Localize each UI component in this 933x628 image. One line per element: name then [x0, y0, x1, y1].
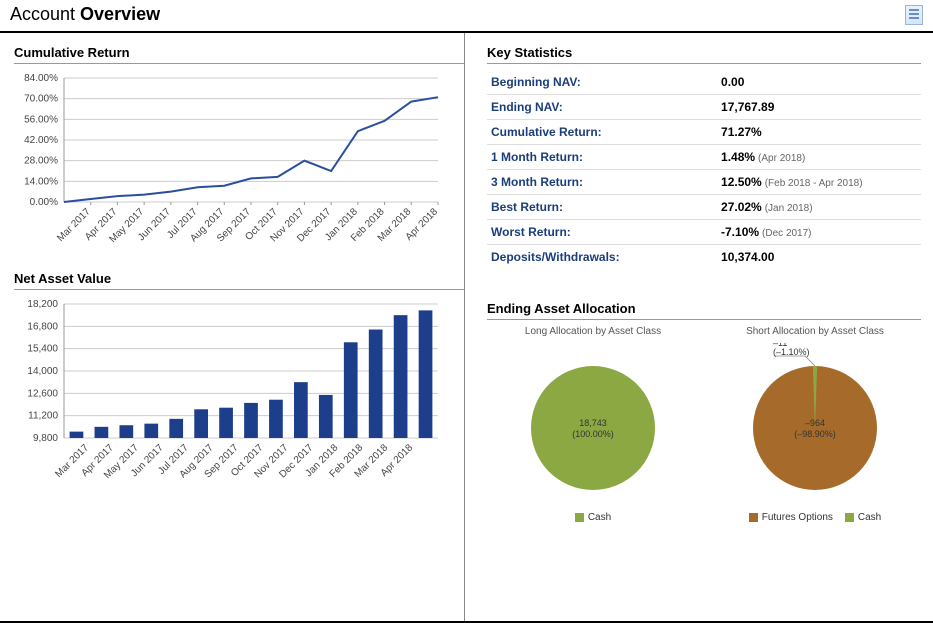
svg-text:9,800: 9,800	[33, 433, 58, 444]
title-bold: Overview	[80, 4, 160, 24]
svg-text:12,600: 12,600	[27, 388, 58, 399]
svg-text:0.00%: 0.00%	[30, 197, 58, 208]
stat-row: Ending NAV: 17,767.89	[487, 95, 921, 120]
stat-value-cell: 12.50%(Feb 2018 - Apr 2018)	[717, 170, 921, 195]
stat-label: Cumulative Return:	[487, 120, 717, 145]
long-legend: Cash	[487, 512, 699, 523]
title-light: Account	[10, 4, 80, 24]
short-pie-svg: –11(–1.10%)–964(–98.90%)	[735, 343, 895, 503]
stat-value-cell: 0.00	[717, 70, 921, 95]
svg-text:70.00%: 70.00%	[24, 94, 58, 105]
stat-row: 3 Month Return: 12.50%(Feb 2018 - Apr 20…	[487, 170, 921, 195]
key-stats-title: Key Statistics	[487, 45, 921, 64]
stat-label: Best Return:	[487, 195, 717, 220]
stat-label: 1 Month Return:	[487, 145, 717, 170]
stat-value-cell: 71.27%	[717, 120, 921, 145]
nav-chart: 9,800 11,200 12,600 14,000 15,400 16,800 18,20…	[14, 296, 464, 489]
stat-row: 1 Month Return: 1.48%(Apr 2018)	[487, 145, 921, 170]
right-column: Key Statistics Beginning NAV: 0.00Ending…	[465, 33, 933, 621]
long-pie-svg: 18,743(100.00%)	[513, 343, 673, 503]
stat-value-cell: 17,767.89	[717, 95, 921, 120]
bar-chart-svg: 9,800 11,200 12,600 14,000 15,400 16,800 18,20…	[14, 296, 446, 486]
cumulative-return-title: Cumulative Return	[14, 45, 464, 64]
export-report-icon[interactable]	[905, 5, 923, 25]
stat-row: Worst Return: -7.10%(Dec 2017)	[487, 220, 921, 245]
short-pie-title: Short Allocation by Asset Class	[709, 326, 921, 337]
stat-value-cell: 10,374.00	[717, 245, 921, 270]
legend-item: Futures Options	[749, 512, 833, 523]
content-area: Cumulative Return 0.00% 14.00% 28.00% 42.00…	[0, 33, 933, 623]
short-legend: Futures Options Cash	[709, 512, 921, 523]
nav-title: Net Asset Value	[14, 271, 464, 290]
stat-value-cell: -7.10%(Dec 2017)	[717, 220, 921, 245]
stat-row: Deposits/Withdrawals: 10,374.00	[487, 245, 921, 270]
cumulative-return-chart: 0.00% 14.00% 28.00% 42.00% 56.00% 70.00% 84.00…	[14, 70, 464, 253]
svg-text:14.00%: 14.00%	[24, 176, 58, 187]
svg-text:15,400: 15,400	[27, 344, 58, 355]
pies-row: Long Allocation by Asset Class 18,743(10…	[487, 326, 921, 523]
stat-label: Worst Return:	[487, 220, 717, 245]
svg-text:56.00%: 56.00%	[24, 114, 58, 125]
stat-row: Beginning NAV: 0.00	[487, 70, 921, 95]
left-column: Cumulative Return 0.00% 14.00% 28.00% 42.00…	[0, 33, 465, 621]
stat-label: Ending NAV:	[487, 95, 717, 120]
svg-text:11,200: 11,200	[28, 411, 58, 422]
stat-label: Deposits/Withdrawals:	[487, 245, 717, 270]
svg-text:14,000: 14,000	[27, 366, 58, 377]
svg-text:18,200: 18,200	[27, 299, 58, 310]
svg-text:84.00%: 84.00%	[24, 73, 58, 84]
stat-label: 3 Month Return:	[487, 170, 717, 195]
long-pie-column: Long Allocation by Asset Class 18,743(10…	[487, 326, 699, 523]
svg-text:42.00%: 42.00%	[24, 135, 58, 146]
stat-row: Cumulative Return: 71.27%	[487, 120, 921, 145]
stat-value-cell: 27.02%(Jan 2018)	[717, 195, 921, 220]
page-title: Account Overview	[10, 4, 160, 25]
svg-text:18,743: 18,743	[579, 418, 607, 428]
stat-label: Beginning NAV:	[487, 70, 717, 95]
stat-row: Best Return: 27.02%(Jan 2018)	[487, 195, 921, 220]
legend-item: Cash	[845, 512, 881, 523]
stat-value-cell: 1.48%(Apr 2018)	[717, 145, 921, 170]
svg-text:–964: –964	[805, 418, 825, 428]
svg-text:(100.00%): (100.00%)	[572, 429, 614, 439]
svg-text:16,800: 16,800	[27, 321, 58, 332]
line-chart-svg: 0.00% 14.00% 28.00% 42.00% 56.00% 70.00% 84.00…	[14, 70, 446, 250]
page-header: Account Overview	[0, 0, 933, 33]
key-stats-table: Beginning NAV: 0.00Ending NAV: 17,767.89…	[487, 70, 921, 269]
allocation-title: Ending Asset Allocation	[487, 301, 921, 320]
short-pie-column: Short Allocation by Asset Class –11(–1.1…	[709, 326, 921, 523]
long-pie-title: Long Allocation by Asset Class	[487, 326, 699, 337]
svg-text:28.00%: 28.00%	[24, 156, 58, 167]
svg-text:(–1.10%): (–1.10%)	[773, 347, 810, 357]
svg-text:(–98.90%): (–98.90%)	[794, 429, 836, 439]
legend-item: Cash	[575, 512, 611, 523]
